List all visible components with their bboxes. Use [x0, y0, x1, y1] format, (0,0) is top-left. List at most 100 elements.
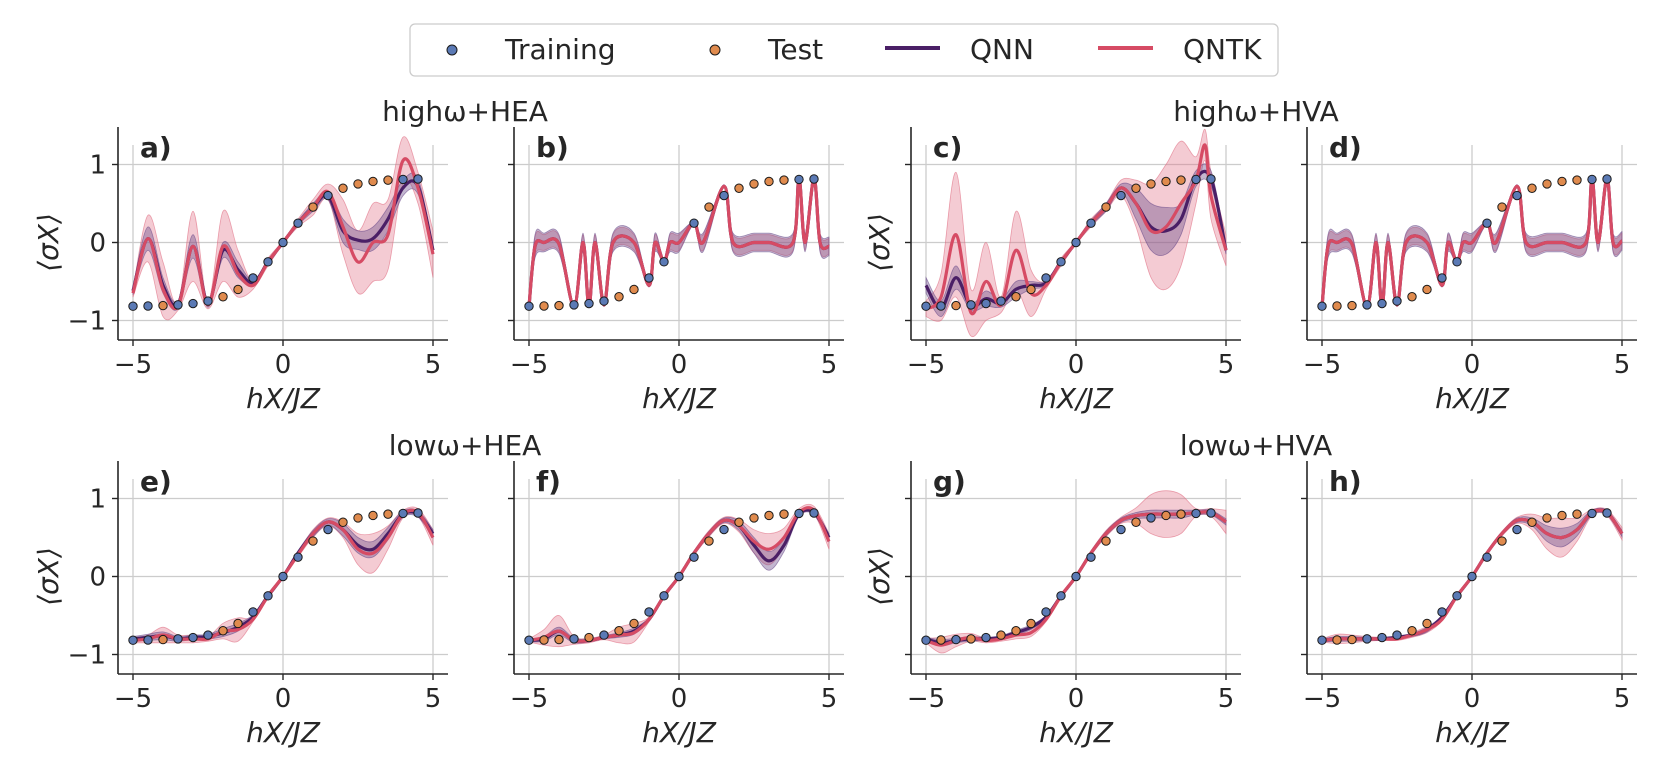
training-point	[173, 300, 183, 310]
y-axis-label: ⟨σX⟩	[863, 213, 896, 272]
test-point	[734, 517, 744, 527]
x-tick-label: 5	[821, 350, 838, 380]
test-point	[1101, 202, 1111, 212]
training-point	[1071, 237, 1081, 248]
training-point	[1437, 607, 1447, 617]
training-point	[263, 257, 273, 267]
x-tick-label: 0	[1068, 350, 1085, 380]
training-point	[1056, 257, 1066, 267]
test-point	[1557, 510, 1567, 521]
training-point	[1392, 630, 1402, 640]
test-point	[1497, 202, 1507, 212]
test-point	[1557, 176, 1567, 187]
training-point	[966, 300, 976, 310]
x-tick-label: 0	[275, 684, 292, 714]
test-point	[614, 626, 624, 636]
panel-label: h)	[1329, 465, 1362, 498]
x-axis-label: hX/JZ	[1435, 716, 1510, 749]
panel-e: −5 0 5 −1 0 1 hX/JZ ⟨σX⟩ e)	[32, 461, 448, 749]
training-point	[203, 296, 213, 306]
training-point	[413, 174, 423, 184]
test-point	[338, 517, 348, 527]
training-point	[1071, 571, 1081, 582]
training-point	[278, 571, 288, 582]
x-tick-label: 5	[425, 684, 442, 714]
test-point	[1527, 183, 1537, 193]
test-point	[1407, 292, 1417, 302]
training-point	[143, 301, 153, 311]
test-point	[1347, 634, 1357, 645]
training-point	[1317, 635, 1327, 645]
training-point	[1587, 508, 1597, 519]
training-point	[1086, 218, 1096, 228]
test-point	[233, 284, 243, 295]
training-point	[1191, 508, 1201, 519]
test-point	[936, 635, 946, 645]
test-point	[1542, 179, 1552, 189]
test-point	[1542, 513, 1552, 523]
training-point	[1512, 524, 1522, 535]
test-point	[338, 183, 348, 193]
x-tick-label: 5	[1218, 684, 1235, 714]
group-title-high-hva: highω+HVA	[1173, 95, 1339, 128]
x-axis-label: hX/JZ	[642, 716, 717, 749]
training-point	[1146, 513, 1156, 523]
test-point	[308, 202, 318, 212]
training-point	[398, 508, 408, 519]
x-axis-label: hX/JZ	[1039, 716, 1114, 749]
y-tick-label: 1	[89, 485, 106, 515]
test-point	[629, 618, 639, 629]
x-tick-label: 5	[1218, 350, 1235, 380]
test-point	[1146, 179, 1156, 189]
test-point	[1332, 635, 1342, 645]
training-point	[981, 632, 991, 643]
training-point	[569, 300, 579, 310]
x-tick-label: −5	[114, 350, 152, 380]
x-tick-label: 0	[1068, 684, 1085, 714]
training-point	[524, 635, 534, 645]
training-point	[1467, 571, 1477, 582]
x-tick-label: −5	[1303, 350, 1341, 380]
training-point	[794, 174, 804, 185]
qntk-band	[132, 136, 434, 321]
test-point	[764, 176, 774, 187]
training-point	[128, 635, 138, 645]
test-point	[1497, 536, 1507, 546]
test-point	[368, 510, 378, 521]
panel-a: −5 0 5 −1 0 1 hX/JZ ⟨σX⟩ a)	[32, 127, 448, 415]
training-point	[293, 218, 303, 228]
training-point	[794, 508, 804, 519]
x-tick-label: 5	[425, 350, 442, 380]
training-point	[996, 296, 1006, 306]
group-title-low-hea: lowω+HEA	[389, 429, 542, 462]
training-point	[1602, 174, 1612, 184]
x-tick-label: 0	[671, 350, 688, 380]
training-point	[599, 296, 609, 306]
training-point	[921, 635, 931, 645]
test-point	[233, 618, 243, 629]
training-point	[524, 301, 534, 311]
x-tick-label: 0	[1464, 350, 1481, 380]
test-point	[368, 176, 378, 187]
panel-label: b)	[536, 131, 569, 164]
y-tick-label: 0	[89, 563, 106, 593]
x-axis-label: hX/JZ	[642, 382, 717, 415]
test-point	[158, 300, 168, 311]
training-point	[1587, 174, 1597, 185]
training-point	[981, 298, 991, 309]
x-tick-label: −5	[907, 350, 945, 380]
panel-c: −5 0 5 hX/JZ ⟨σX⟩ c)	[863, 127, 1241, 415]
test-point	[629, 284, 639, 295]
test-point	[749, 179, 759, 189]
training-point	[203, 630, 213, 640]
y-axis-label: ⟨σX⟩	[863, 547, 896, 606]
training-point	[1116, 524, 1126, 535]
panel-label: f)	[536, 465, 561, 498]
test-point	[308, 536, 318, 546]
training-point	[921, 301, 931, 311]
test-point	[1026, 284, 1036, 295]
y-axis-label: ⟨σX⟩	[32, 547, 65, 606]
training-point	[248, 273, 258, 283]
test-point	[704, 536, 714, 546]
